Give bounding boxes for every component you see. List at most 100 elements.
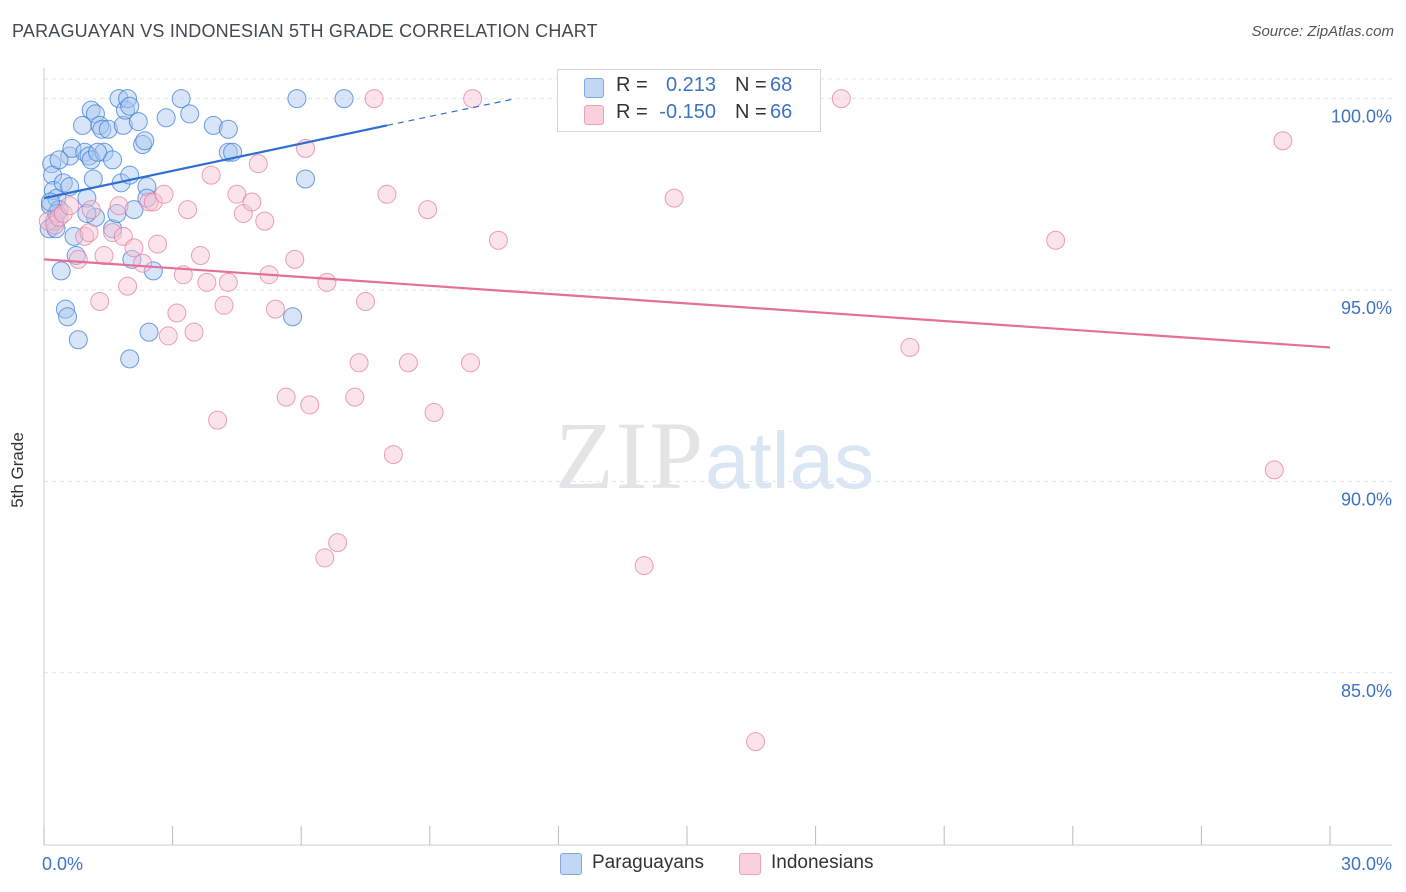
indonesian-point (103, 223, 123, 243)
indonesian-point (148, 234, 168, 254)
indonesian-point (167, 303, 187, 323)
paraguayan-point (98, 119, 118, 139)
indonesian-point (418, 200, 438, 220)
paraguayan-point (58, 307, 78, 327)
legend-r-value: 0.213 (665, 74, 716, 96)
indonesian-trend-line (43, 258, 1331, 349)
indonesian-point (118, 276, 138, 296)
paraguayan-point (171, 89, 191, 109)
indonesian-point (377, 184, 397, 204)
paraguayan-point (60, 146, 80, 166)
indonesian-point (383, 445, 403, 465)
source-label: Source: ZipAtlas.com (1251, 23, 1394, 40)
legend-r-label: R = (616, 101, 648, 123)
indonesian-point (317, 272, 337, 292)
indonesian-point (831, 89, 851, 109)
indonesian-point (154, 184, 174, 204)
indonesian-point (746, 732, 766, 752)
indonesian-point (197, 272, 217, 292)
paraguayan-point (55, 299, 75, 319)
indonesian-point (201, 165, 221, 185)
paraguayan-point (156, 108, 176, 128)
indonesian-point (158, 326, 178, 346)
indonesian-point (634, 556, 654, 576)
x-tick-label: 30.0% (1341, 854, 1392, 874)
indonesian-point (248, 154, 268, 174)
paraguayan-point (287, 89, 307, 109)
x-tick-label: 0.0% (42, 854, 83, 874)
indonesian-point (424, 402, 444, 422)
paraguayan-point (122, 249, 142, 269)
indonesian-point (227, 184, 247, 204)
legend-swatch-pink (739, 853, 761, 875)
legend-label: Indonesians (771, 852, 874, 873)
paraguayan-point (218, 119, 238, 139)
indonesian-point (178, 200, 198, 220)
gridlines (44, 78, 1392, 674)
paraguayan-point (135, 131, 155, 151)
legend-r-value: -0.150 (659, 101, 716, 123)
legend-swatch-blue (560, 853, 582, 875)
paraguayan-trend-extension (386, 98, 516, 127)
legend-swatch-pink (584, 105, 604, 125)
paraguayan-point (68, 330, 88, 350)
correlation-legend: R = 0.213 N = 68 R = -0.150 N = 66 (557, 69, 821, 132)
indonesian-point (276, 387, 296, 407)
indonesian-point (488, 230, 508, 250)
indonesian-point (265, 299, 285, 319)
indonesian-point (53, 203, 73, 223)
indonesian-point (255, 211, 275, 231)
indonesian-point (68, 249, 88, 269)
indonesian-point (463, 89, 483, 109)
indonesian-point (124, 238, 144, 258)
indonesian-point (94, 246, 114, 266)
paraguayan-point (128, 112, 148, 132)
paraguayan-point (139, 322, 159, 342)
legend-n-value: 66 (770, 101, 793, 123)
indonesian-point (1046, 230, 1066, 250)
indonesian-point (900, 337, 920, 357)
indonesian-point (664, 188, 684, 208)
paraguayan-point (49, 150, 69, 170)
paraguayan-trend-line (43, 124, 388, 200)
chart-title: PARAGUAYAN VS INDONESIAN 5TH GRADE CORRE… (12, 21, 598, 41)
y-tick-label: 85.0% (1341, 681, 1392, 701)
watermark-zip: ZIP (555, 402, 705, 509)
y-tick-label: 90.0% (1341, 489, 1392, 509)
paraguayan-point (103, 150, 123, 170)
indonesian-point (364, 89, 384, 109)
indonesian-point (139, 192, 159, 212)
watermark-atlas: atlas (705, 416, 874, 505)
legend-n-label: N = (735, 101, 767, 123)
indonesian-point (1264, 460, 1284, 480)
indonesian-point (79, 223, 99, 243)
indonesian-point (300, 395, 320, 415)
paraguayan-point (88, 142, 108, 162)
tick-labels: 85.0% 90.0% 95.0% 100.0% 0.0% 30.0% (42, 107, 1392, 874)
indonesian-point (60, 196, 80, 216)
axes (43, 68, 1392, 846)
y-tick-label: 100.0% (1331, 107, 1392, 127)
paraguayan-point (120, 349, 140, 369)
trend-lines (43, 98, 1331, 349)
paraguayan-point (62, 138, 82, 158)
paraguayan-point (51, 261, 71, 281)
indonesian-point (315, 548, 335, 568)
paraguayan-point (73, 115, 93, 135)
paraguayan-point (295, 169, 315, 189)
indonesian-point (1273, 131, 1293, 151)
paraguayan-point (334, 89, 354, 109)
indonesian-point (81, 200, 101, 220)
legend-r-label: R = (616, 74, 648, 96)
indonesian-point (208, 410, 228, 430)
paraguayan-point (218, 142, 238, 162)
paraguayan-point (64, 226, 84, 246)
paraguayan-point (120, 96, 140, 116)
indonesian-point (133, 253, 153, 273)
indonesians-points (38, 89, 1293, 752)
paraguayan-point (283, 307, 303, 327)
indonesian-point (328, 533, 348, 553)
indonesian-point (190, 246, 210, 266)
indonesian-point (398, 353, 418, 373)
